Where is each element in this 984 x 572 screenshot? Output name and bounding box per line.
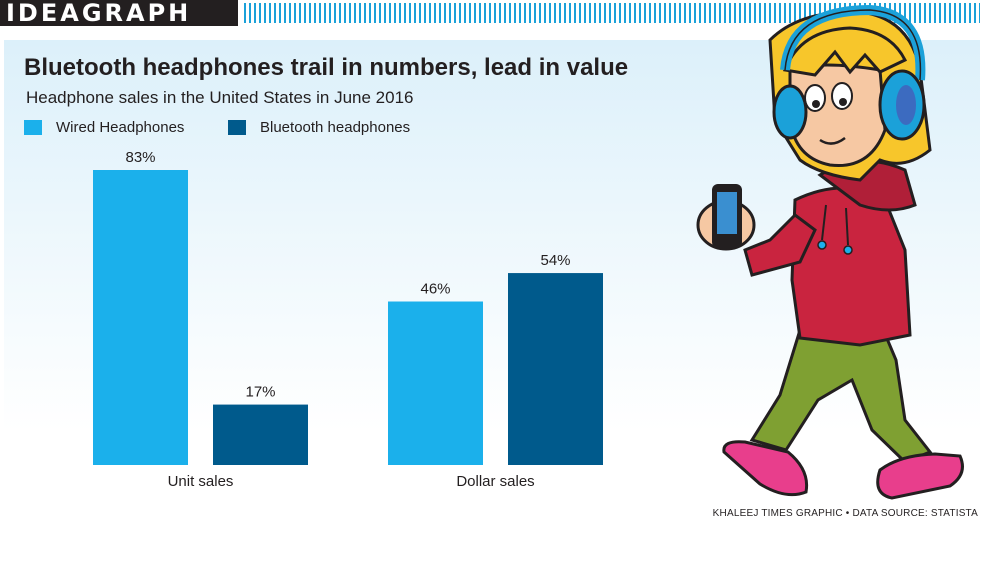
source-credit: KHALEEJ TIMES GRAPHIC • DATA SOURCE: STA… [712, 508, 978, 519]
legend-item-wired: Wired Headphones [24, 119, 184, 136]
bar-chart: 83% 17% Unit sales 46% 54% Dollar sales [93, 149, 603, 490]
data-label-wired-dollar-sales: 46% [420, 281, 450, 298]
bar-bluetooth-dollar-sales [508, 273, 603, 465]
legend-item-bluetooth: Bluetooth headphones [228, 119, 410, 136]
bar-wired-unit-sales [93, 170, 188, 465]
legend-swatch-wired [24, 120, 42, 135]
header-stripes [244, 3, 980, 23]
category-label-dollar-sales: Dollar sales [456, 473, 534, 490]
data-label-wired-unit-sales: 83% [125, 149, 155, 166]
data-label-bluetooth-dollar-sales: 54% [540, 252, 570, 269]
brand-logo: IDEAGRAPH [6, 0, 192, 27]
bar-wired-dollar-sales [388, 301, 483, 465]
brand-block: IDEAGRAPH [0, 0, 238, 26]
bar-bluetooth-unit-sales [213, 404, 308, 465]
legend-label-wired: Wired Headphones [56, 119, 185, 136]
legend-swatch-bluetooth [228, 120, 246, 135]
kid-headphones-illustration [696, 4, 964, 500]
chart-subtitle: Headphone sales in the United States in … [26, 88, 414, 107]
chart-title: Bluetooth headphones trail in numbers, l… [24, 54, 629, 81]
legend-label-bluetooth: Bluetooth headphones [260, 119, 411, 136]
data-label-bluetooth-unit-sales: 17% [245, 384, 275, 401]
category-label-unit-sales: Unit sales [168, 473, 234, 490]
